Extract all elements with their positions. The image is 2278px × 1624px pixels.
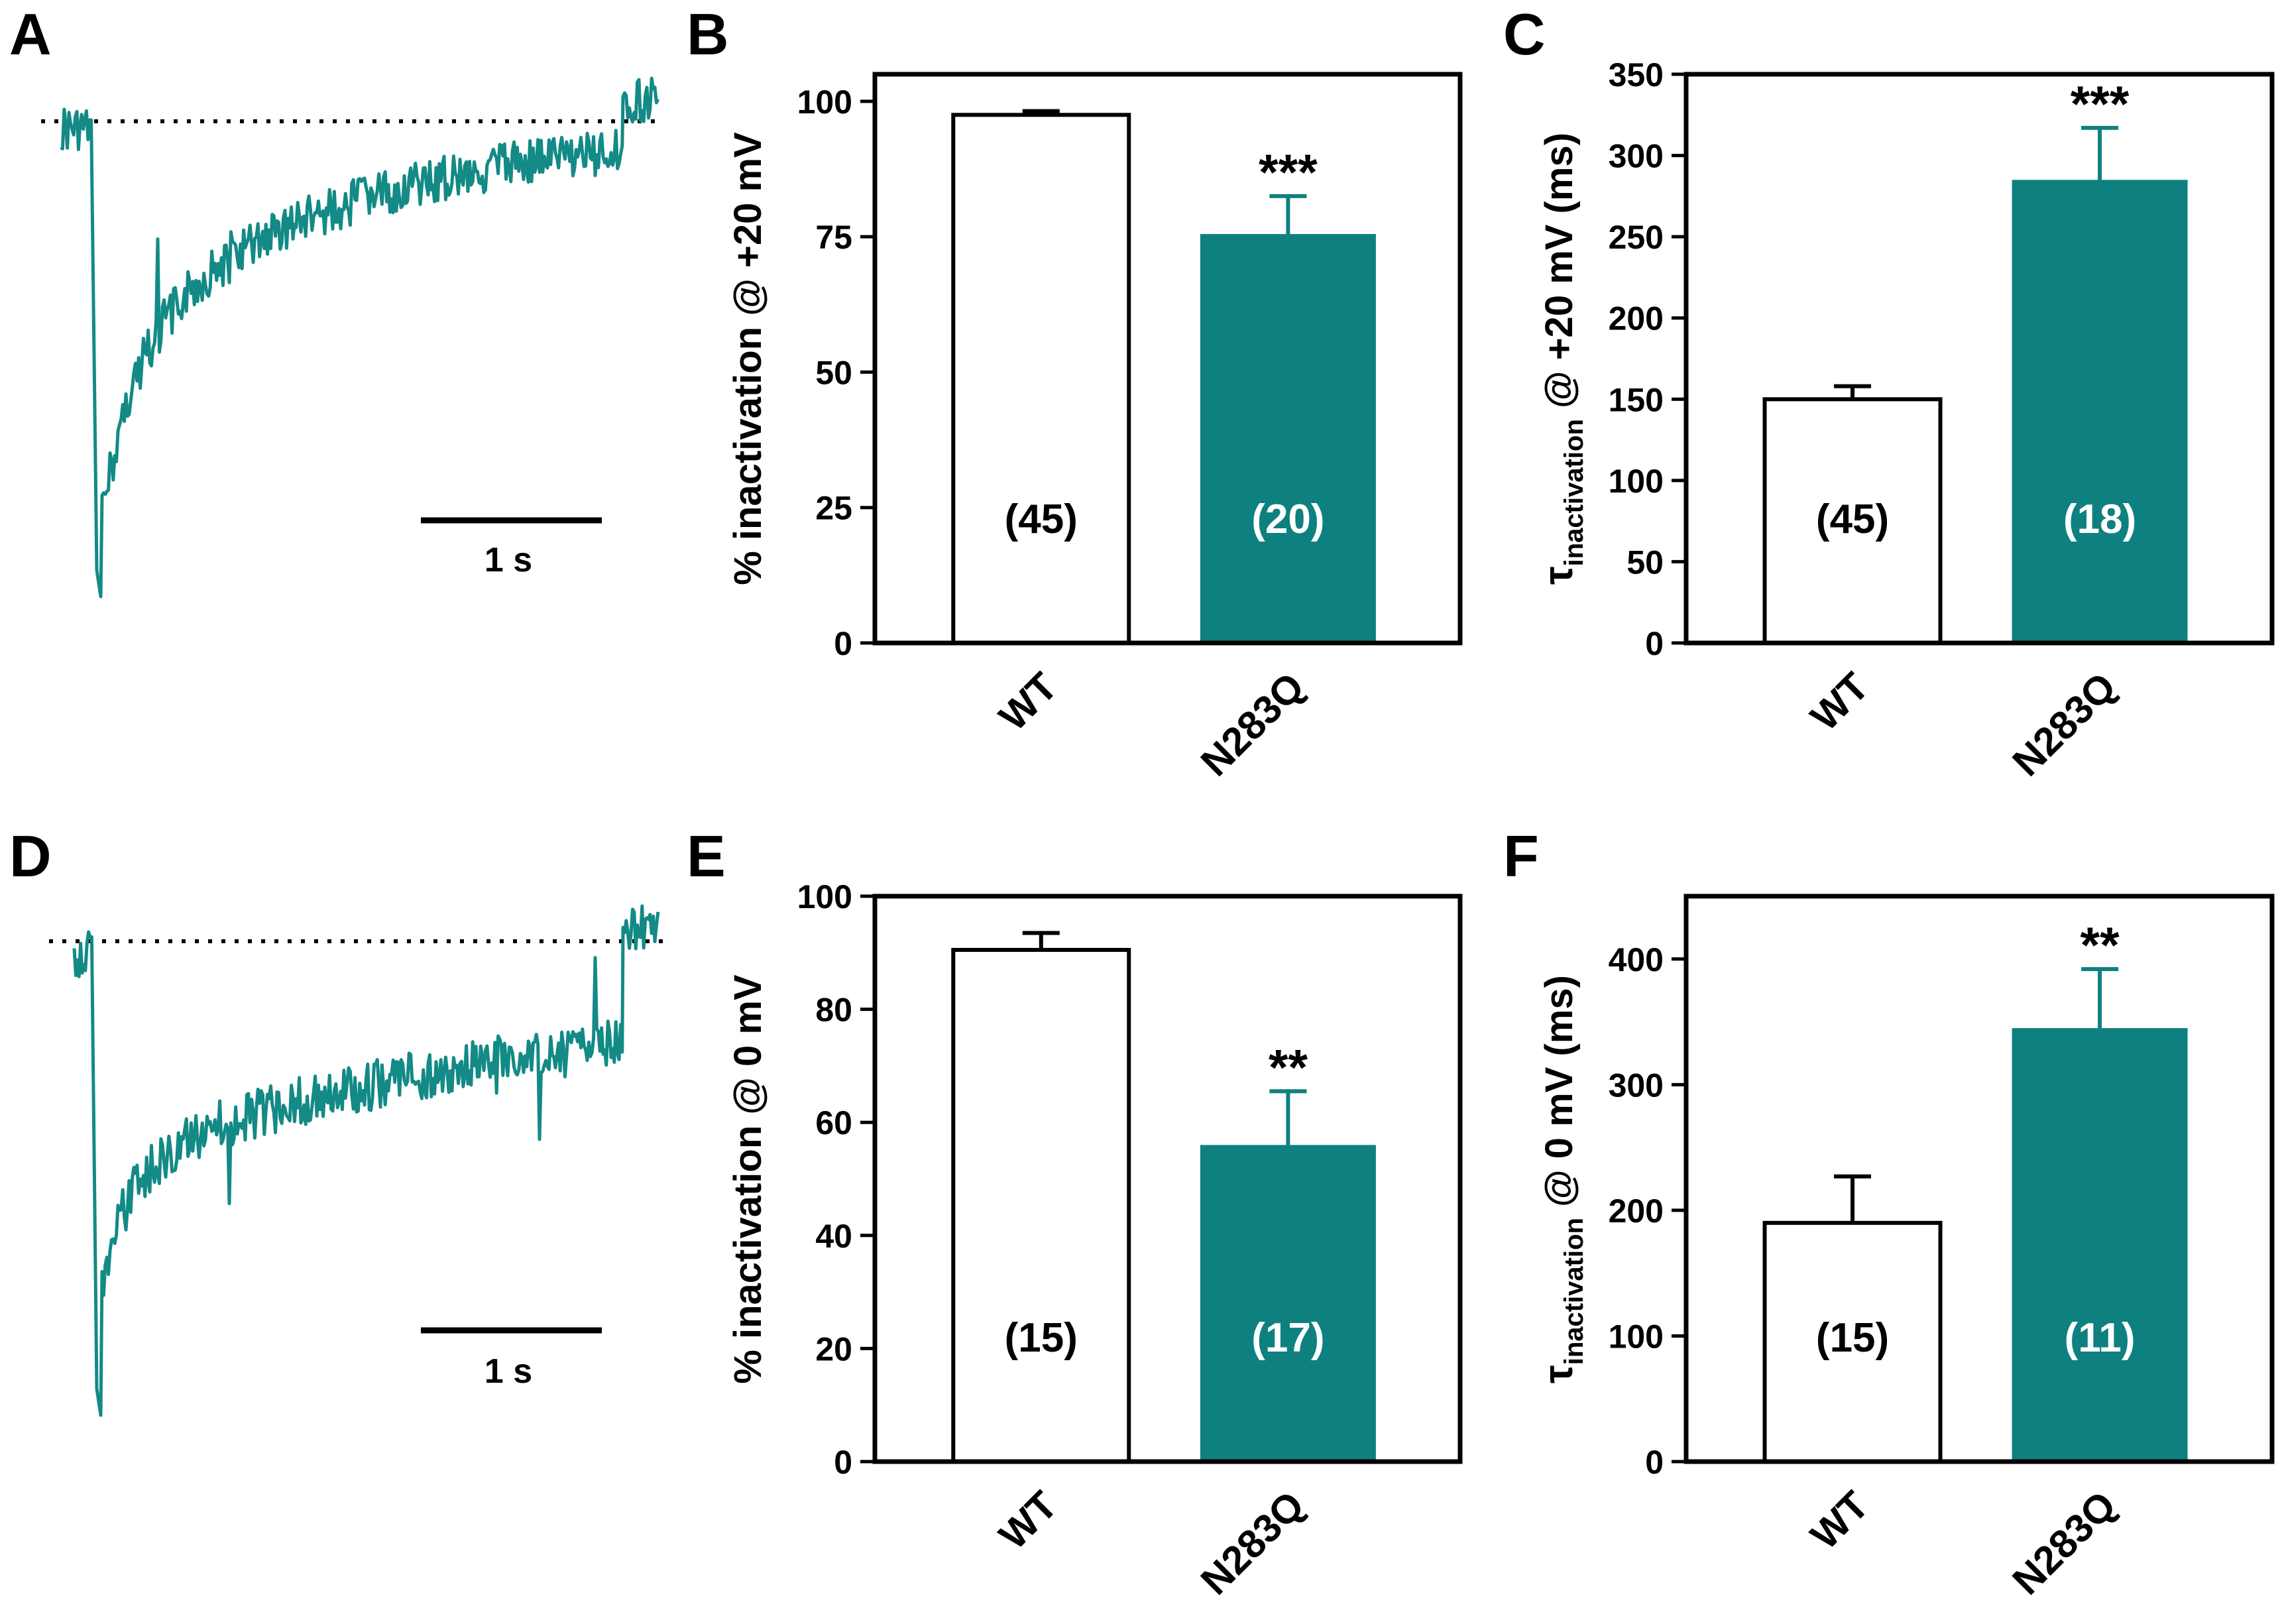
x-tick-label: WT [991, 664, 1066, 739]
panel-letter-d: D [9, 823, 52, 889]
x-tick-label: WT [1802, 1483, 1877, 1558]
y-axis-label-subscript: inactivation [1560, 419, 1589, 566]
bar-wt [951, 948, 1131, 1464]
bar-n283q [2012, 180, 2188, 643]
trace-n283q [72, 904, 660, 1417]
current-trace-panel-d: 1 s [49, 904, 663, 1417]
y-tick-label: 0 [1645, 1444, 1664, 1481]
panel-letter-b: B [687, 1, 729, 67]
plot-frame [1683, 72, 2275, 646]
bar-n283q [2012, 1028, 2188, 1462]
panel-letter-e: E [687, 823, 726, 889]
trace-n283q [60, 76, 660, 599]
y-axis-label-subscript: inactivation [1560, 1218, 1589, 1365]
y-tick-label: 300 [1609, 138, 1664, 175]
y-tick-label: 60 [815, 1104, 852, 1141]
n-label: (18) [2063, 496, 2136, 542]
y-axis-label: τinactivation @ 0 mV (ms) [1536, 975, 1589, 1383]
y-axis-label-symbol: τ [1536, 1365, 1581, 1383]
y-axis-label-symbol: τ [1536, 566, 1581, 585]
significance-marker: ** [1269, 1039, 1308, 1096]
panel-letter-f: F [1503, 823, 1539, 889]
y-tick-label: 200 [1609, 1192, 1664, 1230]
panel-letter-c: C [1503, 1, 1546, 67]
y-tick-label: 100 [797, 84, 852, 121]
x-tick-label: N283Q [1192, 1483, 1313, 1603]
y-tick-label: 0 [834, 625, 852, 662]
x-tick-label: WT [991, 1483, 1066, 1558]
y-axis-label: % inactivation @ +20 mV [726, 132, 769, 585]
y-tick-label: 50 [1626, 544, 1664, 581]
x-tick-label: N283Q [1192, 664, 1313, 785]
y-tick-label: 300 [1609, 1067, 1664, 1104]
y-tick-label: 100 [797, 878, 852, 915]
y-tick-label: 0 [834, 1444, 852, 1481]
bar-wt [951, 113, 1131, 646]
y-tick-label: 20 [815, 1330, 852, 1367]
bar-chart-panel-b: 0 25 50 75 100 % inactivation @ +20 mV (45) WT (… [726, 72, 1463, 785]
scale-bar-label: 1 s [484, 1352, 532, 1391]
significance-marker: *** [1259, 145, 1318, 201]
n-label: (45) [1005, 496, 1078, 542]
scale-bar-label: 1 s [484, 541, 532, 579]
y-tick-label: 50 [815, 354, 852, 391]
y-tick-label: 350 [1609, 56, 1664, 93]
bar-chart-panel-c: 0 50 100 150 200 250 300 350 τinactivation @ +20… [1536, 56, 2275, 785]
y-axis-label-text: @ 0 mV (ms) [1538, 975, 1581, 1218]
n-label: (11) [2065, 1315, 2136, 1361]
y-tick-label: 80 [815, 992, 852, 1029]
x-tick-label: N283Q [2004, 1483, 2124, 1603]
plot-frame [872, 72, 1463, 646]
x-tick-label: WT [1802, 664, 1877, 739]
y-tick-label: 40 [815, 1218, 852, 1255]
y-axis-label: τinactivation @ +20 mV (ms) [1536, 133, 1589, 585]
n-label: (15) [1005, 1315, 1078, 1361]
bar-n283q [1200, 234, 1376, 643]
y-tick-label: 100 [1609, 463, 1664, 500]
bar-chart-panel-f: 0 100 200 300 400 τinactivation @ 0 mV (ms) (1… [1536, 894, 2275, 1603]
current-trace-panel-a: 1 s [41, 76, 663, 599]
y-tick-label: 25 [815, 490, 852, 527]
y-tick-label: 75 [815, 219, 852, 256]
y-tick-label: 400 [1609, 941, 1664, 978]
y-tick-label: 0 [1645, 625, 1664, 662]
y-axis-label-text: @ +20 mV (ms) [1538, 133, 1581, 419]
bar-chart-panel-e: 0 20 40 60 80 100 % inactivation @ 0 mV (15) WT (… [726, 878, 1463, 1603]
plot-frame [872, 894, 1463, 1464]
significance-marker: ** [2080, 917, 2120, 974]
n-label: (20) [1251, 496, 1324, 542]
n-label: (45) [1816, 496, 1889, 542]
y-tick-label: 100 [1609, 1318, 1664, 1355]
plot-frame [1683, 894, 2275, 1464]
panel-letter-a: A [9, 1, 52, 67]
significance-marker: *** [2071, 76, 2130, 133]
y-tick-label: 250 [1609, 219, 1664, 256]
y-tick-label: 150 [1609, 381, 1664, 418]
x-tick-label: N283Q [2004, 664, 2124, 785]
y-tick-label: 200 [1609, 300, 1664, 337]
n-label: (17) [1251, 1315, 1324, 1361]
n-label: (15) [1816, 1315, 1889, 1361]
bar-n283q [1200, 1145, 1376, 1462]
y-axis-label: % inactivation @ 0 mV [726, 974, 769, 1384]
